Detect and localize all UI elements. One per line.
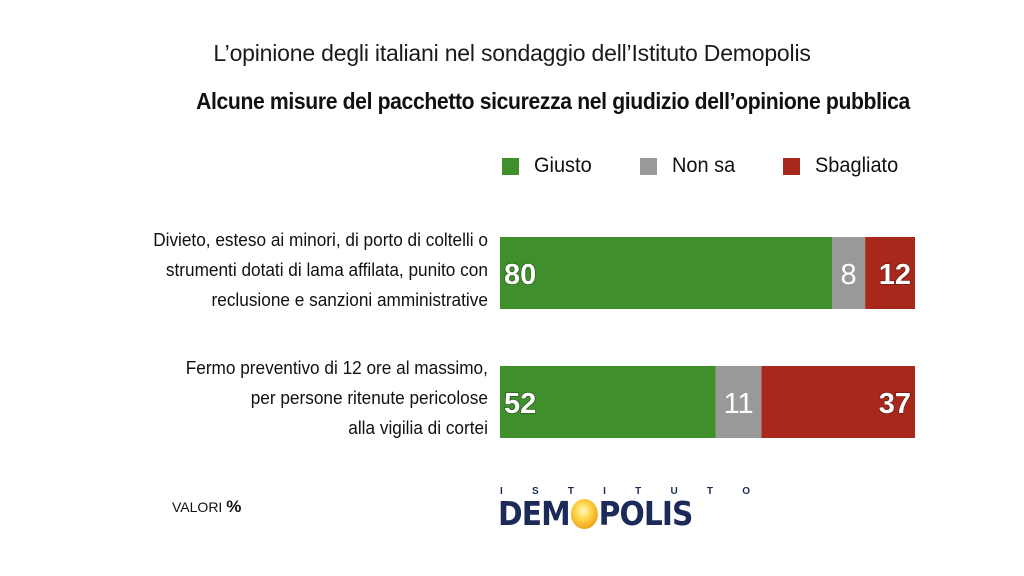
page-title: L’opinione degli italiani nel sondaggio … bbox=[213, 40, 811, 66]
legend-swatch-sbagliato bbox=[783, 157, 800, 175]
data-label-giusto-row-1: 80 bbox=[504, 259, 536, 291]
legend-item-giusto: Giusto bbox=[502, 154, 595, 178]
legend-swatch-non-sa bbox=[640, 157, 657, 175]
percent-symbol: % bbox=[226, 497, 242, 516]
category-label-2-line-2: per persone ritenute pericolose bbox=[250, 387, 488, 408]
legend-label-sbagliato: Sbagliato bbox=[815, 154, 899, 177]
bar-non-sa-row-2 bbox=[715, 366, 762, 438]
bar-giusto-row-2 bbox=[500, 366, 716, 438]
legend-item-sbagliato: Sbagliato bbox=[783, 154, 903, 178]
category-label-1-line-3: reclusione e sanzioni amministrative bbox=[211, 289, 488, 310]
bar-non-sa-row-1 bbox=[832, 237, 866, 309]
legend-label-giusto: Giusto bbox=[534, 154, 592, 177]
category-label-1-line-1: Divieto, esteso ai minori, di porto di c… bbox=[153, 229, 488, 250]
chart-subtitle: Alcune misure del pacchetto sicurezza ne… bbox=[196, 88, 910, 114]
category-label-2: Fermo preventivo di 12 ore al massimo, p… bbox=[186, 353, 488, 443]
bar-sbagliato-row-2 bbox=[761, 366, 915, 438]
data-label-sbagliato-row-1: 12 bbox=[879, 259, 911, 291]
logo-sun-o-icon bbox=[570, 499, 598, 529]
logo-demopolis-text: DEM POLIS bbox=[498, 494, 693, 533]
data-label-giusto-row-2: 52 bbox=[504, 388, 536, 420]
legend-swatch-giusto bbox=[502, 157, 519, 175]
data-label-non-sa-row-1: 8 bbox=[841, 259, 857, 291]
category-label-1-line-2: strumenti dotati di lama affilata, punit… bbox=[166, 259, 488, 280]
legend-label-non-sa: Non sa bbox=[672, 154, 736, 177]
category-label-2-line-3: alla vigilia di cortei bbox=[348, 417, 488, 438]
legend-item-non-sa: Non sa bbox=[640, 154, 739, 178]
bar-sbagliato-row-1 bbox=[865, 237, 915, 309]
values-label: VALORI bbox=[172, 499, 223, 515]
data-label-non-sa-row-2: 11 bbox=[724, 388, 754, 420]
data-label-sbagliato-row-2: 37 bbox=[879, 388, 911, 420]
category-label-2-line-1: Fermo preventivo di 12 ore al massimo, bbox=[185, 357, 488, 378]
values-percent-note: VALORI % bbox=[172, 497, 241, 517]
bar-giusto-row-1 bbox=[500, 237, 832, 309]
category-label-1: Divieto, esteso ai minori, di porto di c… bbox=[153, 225, 488, 315]
